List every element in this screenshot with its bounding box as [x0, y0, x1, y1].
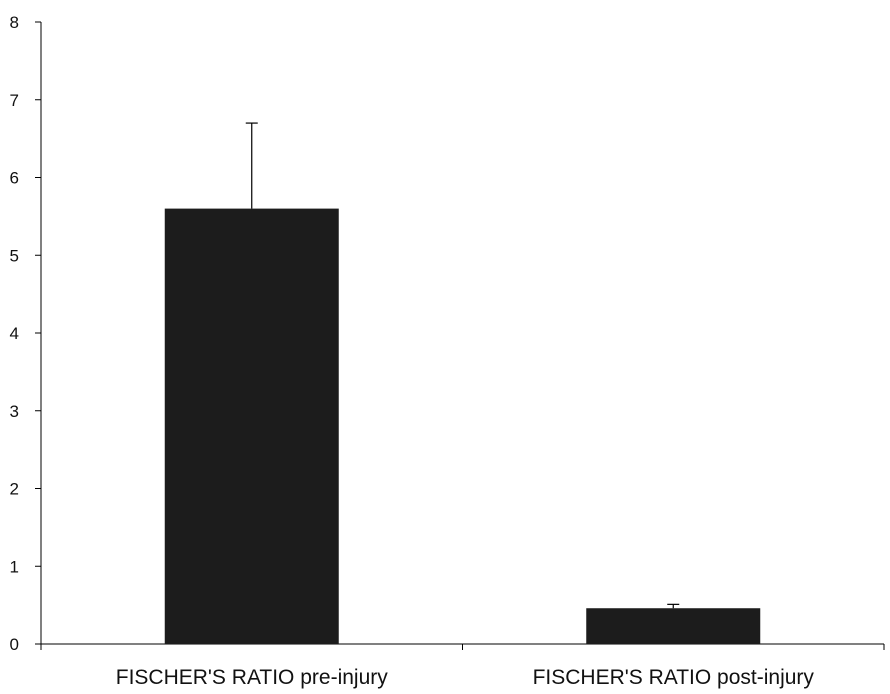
y-tick-label: 8 [10, 13, 19, 32]
y-tick-label: 6 [10, 169, 19, 188]
y-axis [35, 21, 42, 645]
y-tick-labels: 0 1 2 3 4 5 6 7 8 [10, 13, 19, 654]
y-tick-label: 1 [10, 557, 19, 576]
x-axis [40, 643, 885, 650]
y-tick-label: 5 [10, 246, 19, 265]
y-tick-label: 3 [10, 402, 19, 421]
category-label: FISCHER'S RATIO pre-injury [116, 666, 388, 689]
y-tick-label: 0 [10, 635, 19, 654]
category-label: FISCHER'S RATIO post-injury [533, 666, 815, 689]
bar [586, 608, 761, 644]
y-tick-label: 7 [10, 91, 19, 110]
category-labels: FISCHER'S RATIO pre-injury FISCHER'S RATI… [116, 666, 815, 689]
y-tick-label: 4 [10, 324, 19, 343]
y-tick-label: 2 [10, 480, 19, 499]
bar [164, 208, 339, 644]
error-bars [245, 122, 680, 609]
bars [164, 208, 761, 644]
